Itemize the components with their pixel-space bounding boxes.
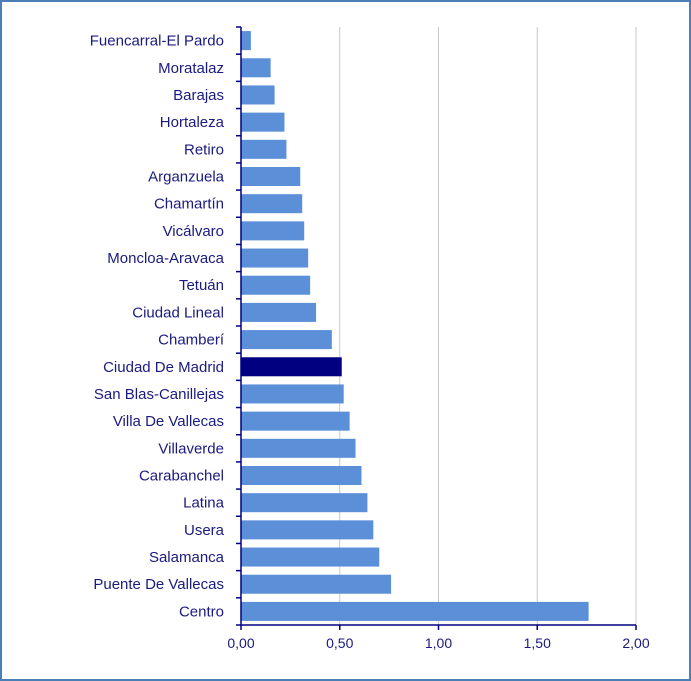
bar-villa-de-vallecas: [241, 411, 350, 431]
bar-salamanca: [241, 547, 380, 567]
x-tick-label: 2,00: [622, 635, 649, 651]
category-label: Hortaleza: [160, 114, 225, 131]
bar-san-blas-canillejas: [241, 384, 344, 404]
bar-latina: [241, 493, 368, 513]
bar-hortaleza: [241, 112, 285, 132]
bar-puente-de-vallecas: [241, 574, 392, 594]
category-labels: Fuencarral-El Pardo Moratalaz Barajas Horta…: [90, 33, 225, 621]
axes: [236, 26, 637, 630]
category-label: Latina: [183, 495, 225, 512]
category-label: Retiro: [184, 141, 224, 158]
category-label: Fuencarral-El Pardo: [90, 33, 224, 50]
category-label: Tetuán: [179, 277, 224, 294]
bars: [241, 31, 589, 621]
category-label: San Blas-Canillejas: [94, 386, 224, 403]
category-label: Moratalaz: [158, 60, 224, 77]
x-tick-label: 1,50: [524, 635, 551, 651]
bar-moratalaz: [241, 58, 271, 78]
category-label: Usera: [184, 522, 225, 539]
x-tick-label: 0,50: [326, 635, 353, 651]
bar-centro: [241, 601, 589, 621]
bar-carabanchel: [241, 465, 362, 486]
tick-labels: 0,00 0,50 1,00 1,50 2,00: [227, 635, 649, 651]
category-label: Puente De Vallecas: [93, 576, 224, 593]
bar-arganzuela: [241, 166, 301, 187]
category-label: Centro: [179, 603, 224, 620]
category-label: Arganzuela: [148, 169, 225, 186]
gridlines: [339, 27, 637, 625]
bar-moncloa-aravaca: [241, 248, 309, 268]
category-label: Ciudad De Madrid: [103, 359, 224, 376]
bar-fuencarral-el-pardo: [241, 31, 251, 51]
bar-vic-lvaro: [241, 221, 305, 241]
category-label: Villaverde: [158, 440, 224, 457]
category-label: Vicálvaro: [163, 223, 224, 240]
x-tick-label: 1,00: [425, 635, 452, 651]
bar-tetu-n: [241, 275, 311, 295]
x-tick-label: 0,00: [227, 635, 254, 651]
category-label: Chamberí: [158, 332, 225, 349]
bar-ciudad-lineal: [241, 302, 317, 322]
category-label: Salamanca: [149, 549, 225, 566]
bar-retiro: [241, 139, 287, 159]
category-label: Chamartín: [154, 196, 224, 213]
category-label: Barajas: [173, 87, 224, 104]
bar-barajas: [241, 85, 275, 105]
bar-ciudad-de-madrid: [241, 357, 342, 377]
category-label: Villa De Vallecas: [113, 413, 224, 430]
bar-villaverde: [241, 438, 356, 458]
category-label: Moncloa-Aravaca: [107, 250, 224, 267]
bar-usera: [241, 520, 374, 540]
category-label: Ciudad Lineal: [132, 304, 224, 321]
bar-chamber-: [241, 330, 332, 350]
category-label: Carabanchel: [139, 468, 224, 485]
bar-chamart-n: [241, 194, 303, 214]
